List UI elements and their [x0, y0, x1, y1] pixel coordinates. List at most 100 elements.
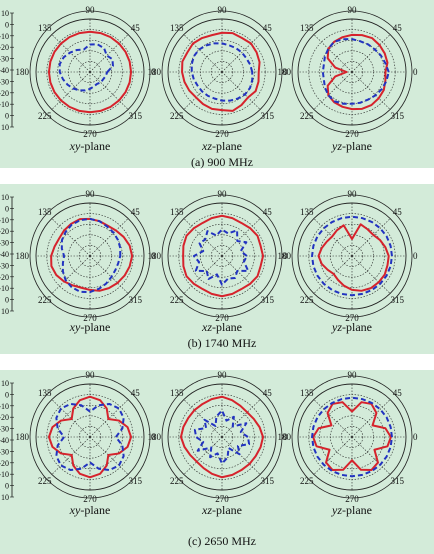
polar-plot-yz: 90 45 0 315 270 225 180 135 yz-plane — [278, 5, 419, 153]
angle-label-90: 90 — [348, 189, 358, 199]
angle-label-270: 270 — [215, 313, 229, 323]
angle-label-135: 135 — [38, 23, 52, 33]
plane-label-xz: xz-plane — [201, 320, 242, 334]
angle-label-45: 45 — [393, 23, 403, 33]
angle-label-90: 90 — [218, 370, 228, 380]
grid-circle — [167, 383, 277, 491]
panel-1: 10 0 -10 -20 -30 -40 -30 -20 -10 0 10 90 45 0 315 270 22… — [0, 0, 434, 169]
angle-label-180: 180 — [16, 251, 30, 261]
angle-label-45: 45 — [131, 388, 141, 398]
series-dashed — [192, 228, 250, 286]
series-solid — [326, 33, 389, 111]
outer-frame — [291, 194, 413, 318]
outer-frame — [161, 10, 283, 134]
grid-circle — [78, 245, 102, 267]
angle-label-315: 315 — [129, 111, 143, 121]
grid-circle — [319, 404, 385, 470]
radial-axis-tick-label: -20 — [0, 459, 9, 468]
outer-frame — [161, 194, 283, 318]
outer-frame — [291, 10, 413, 134]
series-dashed — [55, 402, 125, 472]
panel-caption: (c) 2650 MHz — [188, 534, 256, 548]
polar-plot-yz: 90 45 0 315 270 225 180 135 yz-plane — [278, 370, 419, 517]
grid-circle — [35, 18, 145, 126]
grid-circle — [319, 223, 385, 289]
angle-label-135: 135 — [38, 388, 52, 398]
grid-circle — [319, 39, 385, 105]
radial-axis-tick-label: 0 — [5, 112, 9, 121]
series-dashed — [321, 38, 390, 105]
radial-axis-tick-label: 10 — [1, 193, 9, 202]
radial-axis-tick-label: -20 — [0, 227, 9, 236]
panel-2: 10 0 -10 -20 -30 -40 -30 -20 -10 0 10 90 45 0 315 270 22… — [0, 184, 434, 354]
angle-label-135: 135 — [300, 388, 314, 398]
radial-axis-tick-label: 0 — [5, 296, 9, 305]
series-dashed — [193, 409, 251, 465]
radial-axis-tick-label: 10 — [1, 493, 9, 502]
angle-label-0: 0 — [283, 251, 288, 261]
grid-circle — [189, 223, 255, 289]
radial-axis-tick-label: 10 — [1, 307, 9, 316]
outer-frame — [29, 10, 151, 134]
radial-axis-tick-label: -10 — [0, 100, 9, 109]
angle-label-90: 90 — [86, 5, 96, 15]
plane-label-xy: xy-plane — [69, 503, 111, 517]
angle-label-0: 0 — [151, 251, 156, 261]
grid-circle — [78, 426, 102, 448]
polar-plot-xy: 90 45 0 315 270 225 180 135 xy-plane — [16, 370, 157, 517]
grid-circle — [189, 404, 255, 470]
grid-circle — [57, 39, 123, 105]
grid-circle — [340, 61, 364, 83]
angle-label-90: 90 — [218, 5, 228, 15]
radial-axis-tick-label: 0 — [5, 20, 9, 29]
angle-label-0: 0 — [151, 67, 156, 77]
grid-circle — [167, 202, 277, 310]
panel-caption: (b) 1740 MHz — [188, 336, 257, 350]
panel-background — [0, 0, 434, 168]
grid-circle — [340, 245, 364, 267]
angle-label-315: 315 — [391, 111, 405, 121]
angle-label-135: 135 — [170, 23, 184, 33]
series-solid — [47, 395, 133, 479]
angle-label-225: 225 — [170, 476, 184, 486]
radial-axis-tick-label: -10 — [0, 284, 9, 293]
angle-label-270: 270 — [83, 129, 97, 139]
series-solid — [47, 30, 133, 114]
angle-label-180: 180 — [16, 432, 30, 442]
angle-label-180: 180 — [148, 251, 162, 261]
angle-label-45: 45 — [131, 207, 141, 217]
radial-axis-tick-label: -10 — [0, 402, 9, 411]
angle-label-135: 135 — [38, 207, 52, 217]
radial-axis-tick-label: 10 — [1, 123, 9, 132]
polar-plot-xz: 90 45 0 315 270 225 180 135 xz-plane — [148, 189, 289, 334]
angle-label-225: 225 — [38, 111, 52, 121]
angle-label-45: 45 — [393, 207, 403, 217]
panel-3: 10 0 -10 -20 -30 -40 -30 -20 -10 0 10 90 45 0 315 270 22… — [0, 370, 434, 554]
radial-axis-tick-label: 0 — [5, 390, 9, 399]
radial-axis-tick-label: -30 — [0, 77, 9, 86]
radial-axis-tick-label: -30 — [0, 447, 9, 456]
radial-axis-tick-label: -40 — [0, 250, 9, 259]
series-solid — [317, 223, 390, 292]
angle-label-315: 315 — [129, 295, 143, 305]
radial-axis-tick-label: -30 — [0, 261, 9, 270]
angle-label-45: 45 — [131, 23, 141, 33]
radial-axis-tick-label: -30 — [0, 425, 9, 434]
angle-label-270: 270 — [345, 494, 359, 504]
angle-label-225: 225 — [38, 295, 52, 305]
angle-label-315: 315 — [261, 295, 275, 305]
grid-circle — [297, 18, 407, 126]
series-solid — [50, 217, 134, 292]
radial-axis-tick-label: 10 — [1, 9, 9, 18]
radial-axis-tick-label: -40 — [0, 436, 9, 445]
radial-axis-tick-label: -20 — [0, 273, 9, 282]
angle-label-225: 225 — [300, 476, 314, 486]
radial-axis-tick-label: -20 — [0, 89, 9, 98]
angle-label-180: 180 — [278, 432, 292, 442]
angle-label-315: 315 — [129, 476, 143, 486]
angle-label-45: 45 — [393, 388, 403, 398]
polar-plot-xz: 90 45 0 315 270 225 180 135 xz-plane — [148, 370, 289, 517]
angle-label-45: 45 — [263, 207, 273, 217]
angle-label-0: 0 — [283, 67, 288, 77]
grid-circle — [35, 202, 145, 310]
